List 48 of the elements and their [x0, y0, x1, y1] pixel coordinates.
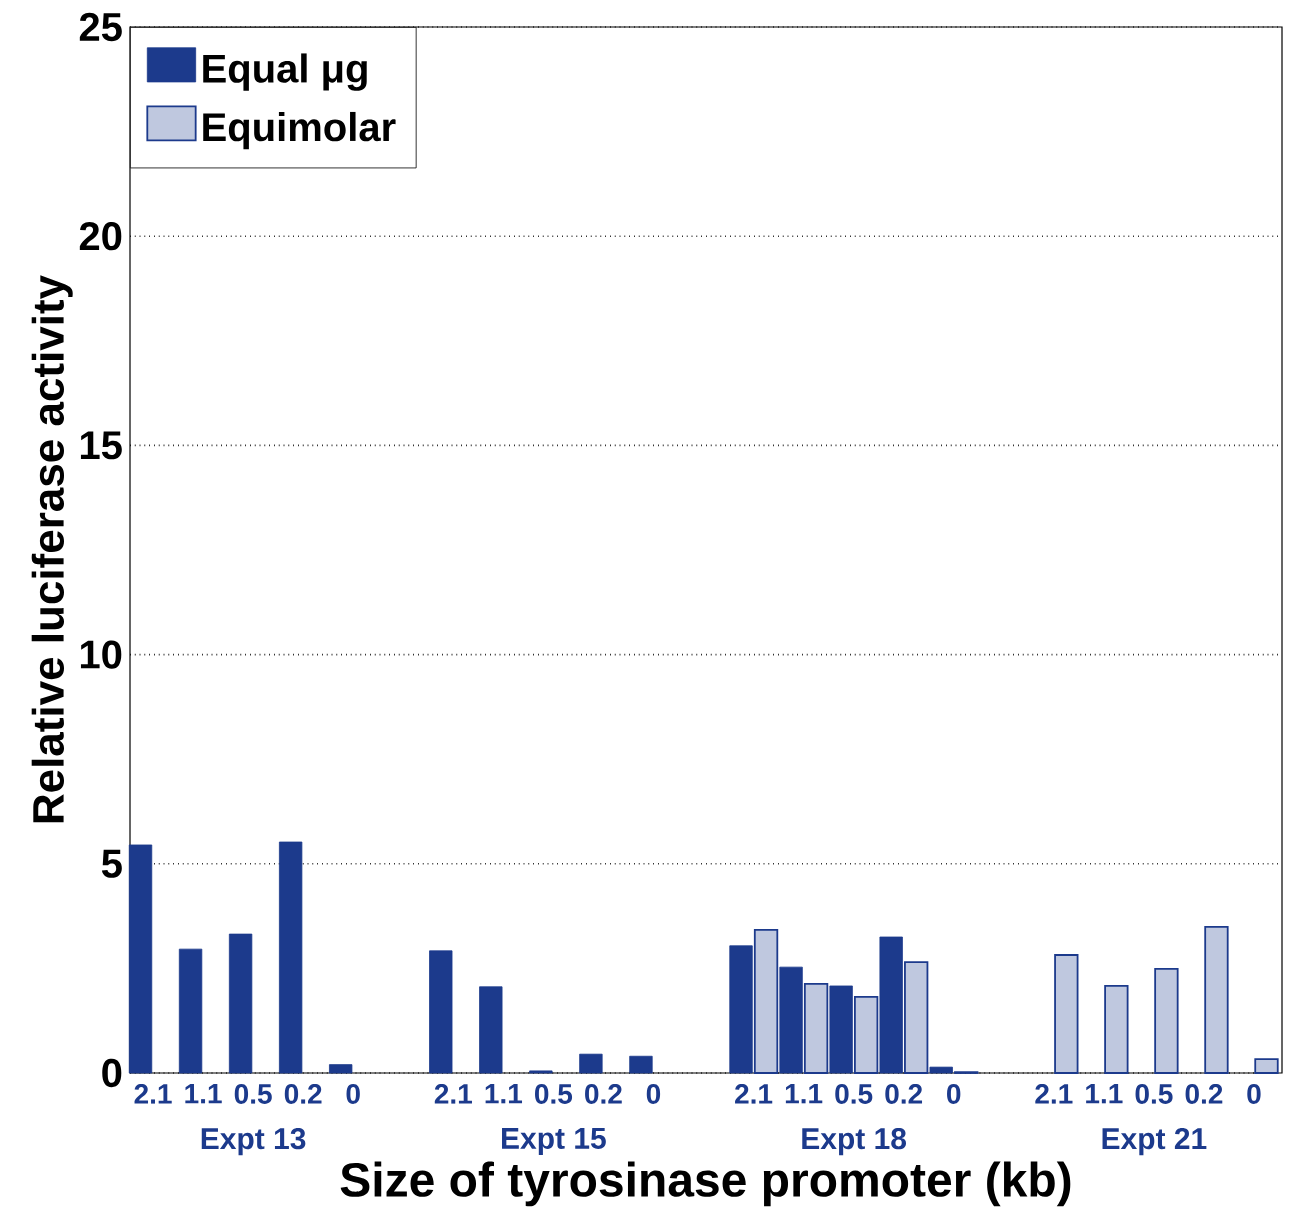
x-tick-label: 0.5: [535, 1084, 573, 1104]
x-tick-label: 0.2: [885, 1084, 923, 1104]
x-tick-label: 0: [346, 1084, 360, 1104]
bar: [178, 948, 203, 1074]
text: Expt 21: [1102, 1128, 1207, 1156]
x-tick-label: 0.5: [835, 1084, 873, 1104]
bar: [128, 844, 153, 1074]
bar: [228, 933, 253, 1074]
bar: [479, 986, 503, 1074]
x-tick-label: 1.1: [485, 1084, 523, 1104]
x-tick-label: 0.2: [284, 1084, 322, 1104]
y-tick-label: 5: [101, 849, 122, 878]
legend-label: Equimolar: [203, 111, 396, 150]
bar: [1204, 926, 1229, 1074]
x-tick-label: 1.1: [185, 1084, 222, 1104]
bar: [1054, 954, 1079, 1074]
bar: [629, 1055, 653, 1074]
bar: [278, 841, 303, 1074]
x-axis-title: Size of tyrosinase promoter (kb): [340, 1161, 1071, 1207]
y-axis-title: Relative luciferase activity: [31, 275, 73, 823]
y-tick-label: 10: [80, 640, 122, 669]
legend-label: Equal μg: [203, 53, 367, 91]
x-tick-label: 1.1: [1086, 1084, 1123, 1104]
x-tick-label: 0.5: [1135, 1084, 1173, 1104]
text: Expt 18: [802, 1128, 907, 1156]
x-tick-label: 2.1: [1035, 1084, 1073, 1104]
x-tick-label: 0: [1247, 1084, 1261, 1104]
bar: [529, 1070, 553, 1074]
bar: [579, 1053, 603, 1074]
bar: [329, 1064, 353, 1074]
x-tick-label: 1.1: [785, 1084, 823, 1104]
y-tick-label: 20: [79, 222, 122, 251]
bar: [1154, 967, 1179, 1074]
bar: [1254, 1058, 1279, 1074]
x-tick-label: 0.2: [1185, 1084, 1223, 1104]
x-tick-label: 0: [947, 1084, 961, 1104]
x-tick-label: 0: [646, 1084, 661, 1104]
x-tick-label: 2.1: [434, 1084, 472, 1104]
x-tick-label: 2.1: [735, 1084, 773, 1104]
x-tick-label: 0.2: [585, 1084, 622, 1104]
bar: [429, 950, 453, 1074]
x-tick-label: 2.1: [134, 1084, 172, 1104]
bar: [1104, 985, 1129, 1074]
y-tick-label: 25: [79, 12, 122, 42]
y-tick-label: 15: [80, 431, 122, 460]
text: Expt 15: [502, 1128, 606, 1155]
text: Expt 13: [201, 1128, 306, 1156]
x-tick-label: 0.5: [234, 1084, 272, 1104]
